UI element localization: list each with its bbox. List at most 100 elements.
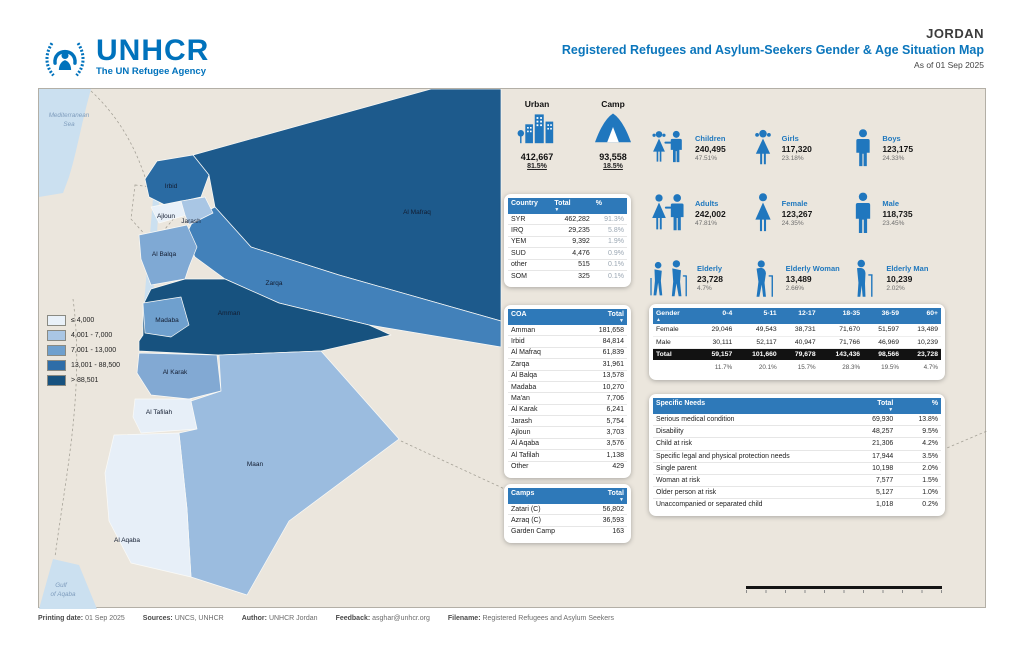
elderly-stat: Elderly 23,728 4.7% (649, 246, 750, 311)
gender-age-col-header[interactable]: 60+ (901, 308, 941, 325)
country-col-header[interactable]: Country (508, 198, 552, 215)
region-al-karak[interactable] (136, 352, 222, 400)
table-row: Al Aqaba 3,576 (508, 438, 627, 451)
sort-desc-icon: ▼ (554, 207, 560, 214)
table-row: Male 30,111 52,117 40,947 71,766 46,969 10,239 (653, 336, 941, 349)
footer-filename: Filename: Registered Refugees and Asylum… (447, 615, 615, 622)
urban-pct: 81.5% (527, 163, 547, 170)
table-row: Disability 48,257 9.5% (653, 425, 941, 439)
camps-col-header[interactable]: Camps (508, 488, 585, 505)
table-row: Al Karak 6,241 (508, 404, 627, 417)
table-row: Woman at risk 7,577 1.5% (653, 474, 941, 488)
map-label-maan: Maan (247, 461, 264, 468)
footer-author: Author: UNHCR Jordan (241, 615, 318, 622)
camps-total-col-header[interactable]: Total ▼ (584, 488, 627, 505)
table-row: Madaba 10,270 (508, 381, 627, 394)
map-label-zarqa: Zarqa (266, 280, 283, 287)
region-al-balqa[interactable] (138, 224, 198, 286)
unhcr-emblem-icon (45, 42, 85, 77)
gender-age-col-header[interactable]: 12-17 (779, 308, 819, 325)
table-row: Al Tafilah 1,138 (508, 449, 627, 462)
gender-age-col-header[interactable]: Gender ▲ (653, 308, 697, 325)
table-row: Specific legal and physical protection n… (653, 450, 941, 463)
gender-age-table: Gender ▲ 0-4 5-11 12-17 18-35 36-59 60+ Female 2… (653, 308, 941, 374)
needs-total-col-header[interactable]: Total ▼ (848, 398, 897, 414)
elderly-man-icon (857, 260, 874, 298)
table-row: Female 29,046 49,543 38,731 71,670 51,597 13,4… (653, 324, 941, 337)
region-madaba[interactable] (142, 296, 190, 338)
brand-name: UNHCR (96, 34, 210, 67)
as-of-date: As of 01 Sep 2025 (914, 60, 984, 70)
man-icon (856, 192, 871, 234)
gulf-of-aqaba-sea (39, 559, 97, 609)
table-row: Al Mafraq 61,839 (508, 347, 627, 360)
table-row: Ajloun 3,703 (508, 426, 627, 439)
camp-label: Camp (601, 99, 625, 109)
table-row: Serious medical condition 69,930 13.8% (653, 413, 941, 427)
camps-card: Camps Total ▼ Zatari (C) 56,802 Azraq (C) 36… (504, 484, 631, 544)
children-icon (652, 130, 682, 162)
needs-col-header[interactable]: Specific Needs (653, 398, 849, 414)
gender-age-col-header[interactable]: 18-35 (818, 308, 864, 325)
map-scalebar (746, 586, 942, 594)
urban-buildings-icon (517, 114, 554, 144)
table-row: Azraq (C) 36,593 (508, 514, 627, 527)
urban-label: Urban (524, 99, 550, 109)
page-title: Registered Refugees and Asylum-Seekers G… (561, 43, 984, 57)
legend-item: ≤ 4,000 (47, 315, 120, 326)
urban-value: 412,667 (520, 152, 554, 162)
sort-asc-icon: ▲ (656, 317, 661, 323)
map-label-amman: Amman (218, 310, 241, 317)
map-label-gulf: Gulf (55, 582, 68, 589)
elderly-couple-icon (650, 260, 687, 297)
table-row: Total 59,157 101,660 79,678 143,436 98,566 23,… (653, 348, 941, 361)
mediterranean-sea (39, 89, 91, 197)
elderly-woman-stat: Elderly Woman 13,489 2.66% (750, 246, 851, 311)
urban-stat: Urban (508, 99, 566, 170)
coa-col-header[interactable]: COA (508, 309, 572, 326)
table-row: Zarqa 31,961 (508, 358, 627, 371)
country-name: JORDAN (926, 26, 984, 41)
legend-item: 4,001 - 7,000 (47, 330, 120, 341)
needs-pct-col-header[interactable]: % (896, 398, 941, 414)
camp-tent-icon (595, 113, 631, 143)
legend-swatch (47, 360, 66, 371)
specific-needs-card: Specific Needs Total ▼ % Serious medical … (649, 394, 945, 517)
country-total-col-header[interactable]: Total ▼ (551, 198, 593, 215)
table-row: SUD 4,476 0.9% (508, 247, 627, 260)
region-jarash[interactable] (180, 196, 214, 226)
camp-value: 93,558 (599, 152, 627, 162)
sort-desc-icon: ▼ (888, 406, 894, 413)
male-stat: Male 118,735 23.45% (850, 180, 951, 245)
map-label-irbid: Irbid (165, 183, 178, 190)
adults-stat: Adults 242,002 47.81% (649, 180, 750, 245)
legend-swatch (47, 330, 66, 341)
header-titles: JORDAN Registered Refugees and Asylum-Se… (562, 26, 984, 70)
map-label-mediterranean-2: Sea (63, 121, 75, 128)
coa-total-col-header[interactable]: Total ▼ (571, 309, 627, 326)
region-al-aqaba[interactable] (104, 432, 192, 578)
footer-sources: Sources: UNCS, UNHCR (142, 615, 224, 622)
female-stat: Female 123,267 24.35% (750, 180, 851, 245)
table-row: Other 429 (511, 463, 624, 471)
coa-table: COA Total ▼ Amman 181,658 Irbid 84,814 Al Maf… (508, 309, 627, 472)
elderly-man-stat: Elderly Man 10,239 2.02% (850, 246, 951, 311)
table-row: Amman 181,658 (508, 325, 627, 337)
region-irbid[interactable] (144, 154, 210, 206)
region-al-tafilah[interactable] (132, 398, 198, 434)
gender-age-col-header[interactable]: 0-4 (696, 308, 736, 325)
table-row: Garden Camp 163 (511, 528, 624, 536)
map-label-mediterranean: Mediterranean (49, 112, 90, 119)
table-row: other 515 0.1% (508, 259, 627, 271)
camp-pct: 18.5% (603, 163, 623, 170)
country-pct-col-header[interactable]: % (592, 198, 627, 215)
gender-age-col-header[interactable]: 5-11 (735, 308, 780, 325)
legend-item: 7,001 - 13,000 (47, 345, 120, 356)
map-label-al-tafilah: Al Tafilah (146, 409, 173, 416)
footer-feedback: Feedback: asghar@unhcr.org (335, 615, 430, 622)
gender-age-col-header[interactable]: 36-59 (863, 308, 902, 325)
table-row: IRQ 29,235 5.8% (508, 224, 627, 237)
table-row: Jarash 5,754 (508, 415, 627, 428)
girl-icon (754, 129, 771, 164)
